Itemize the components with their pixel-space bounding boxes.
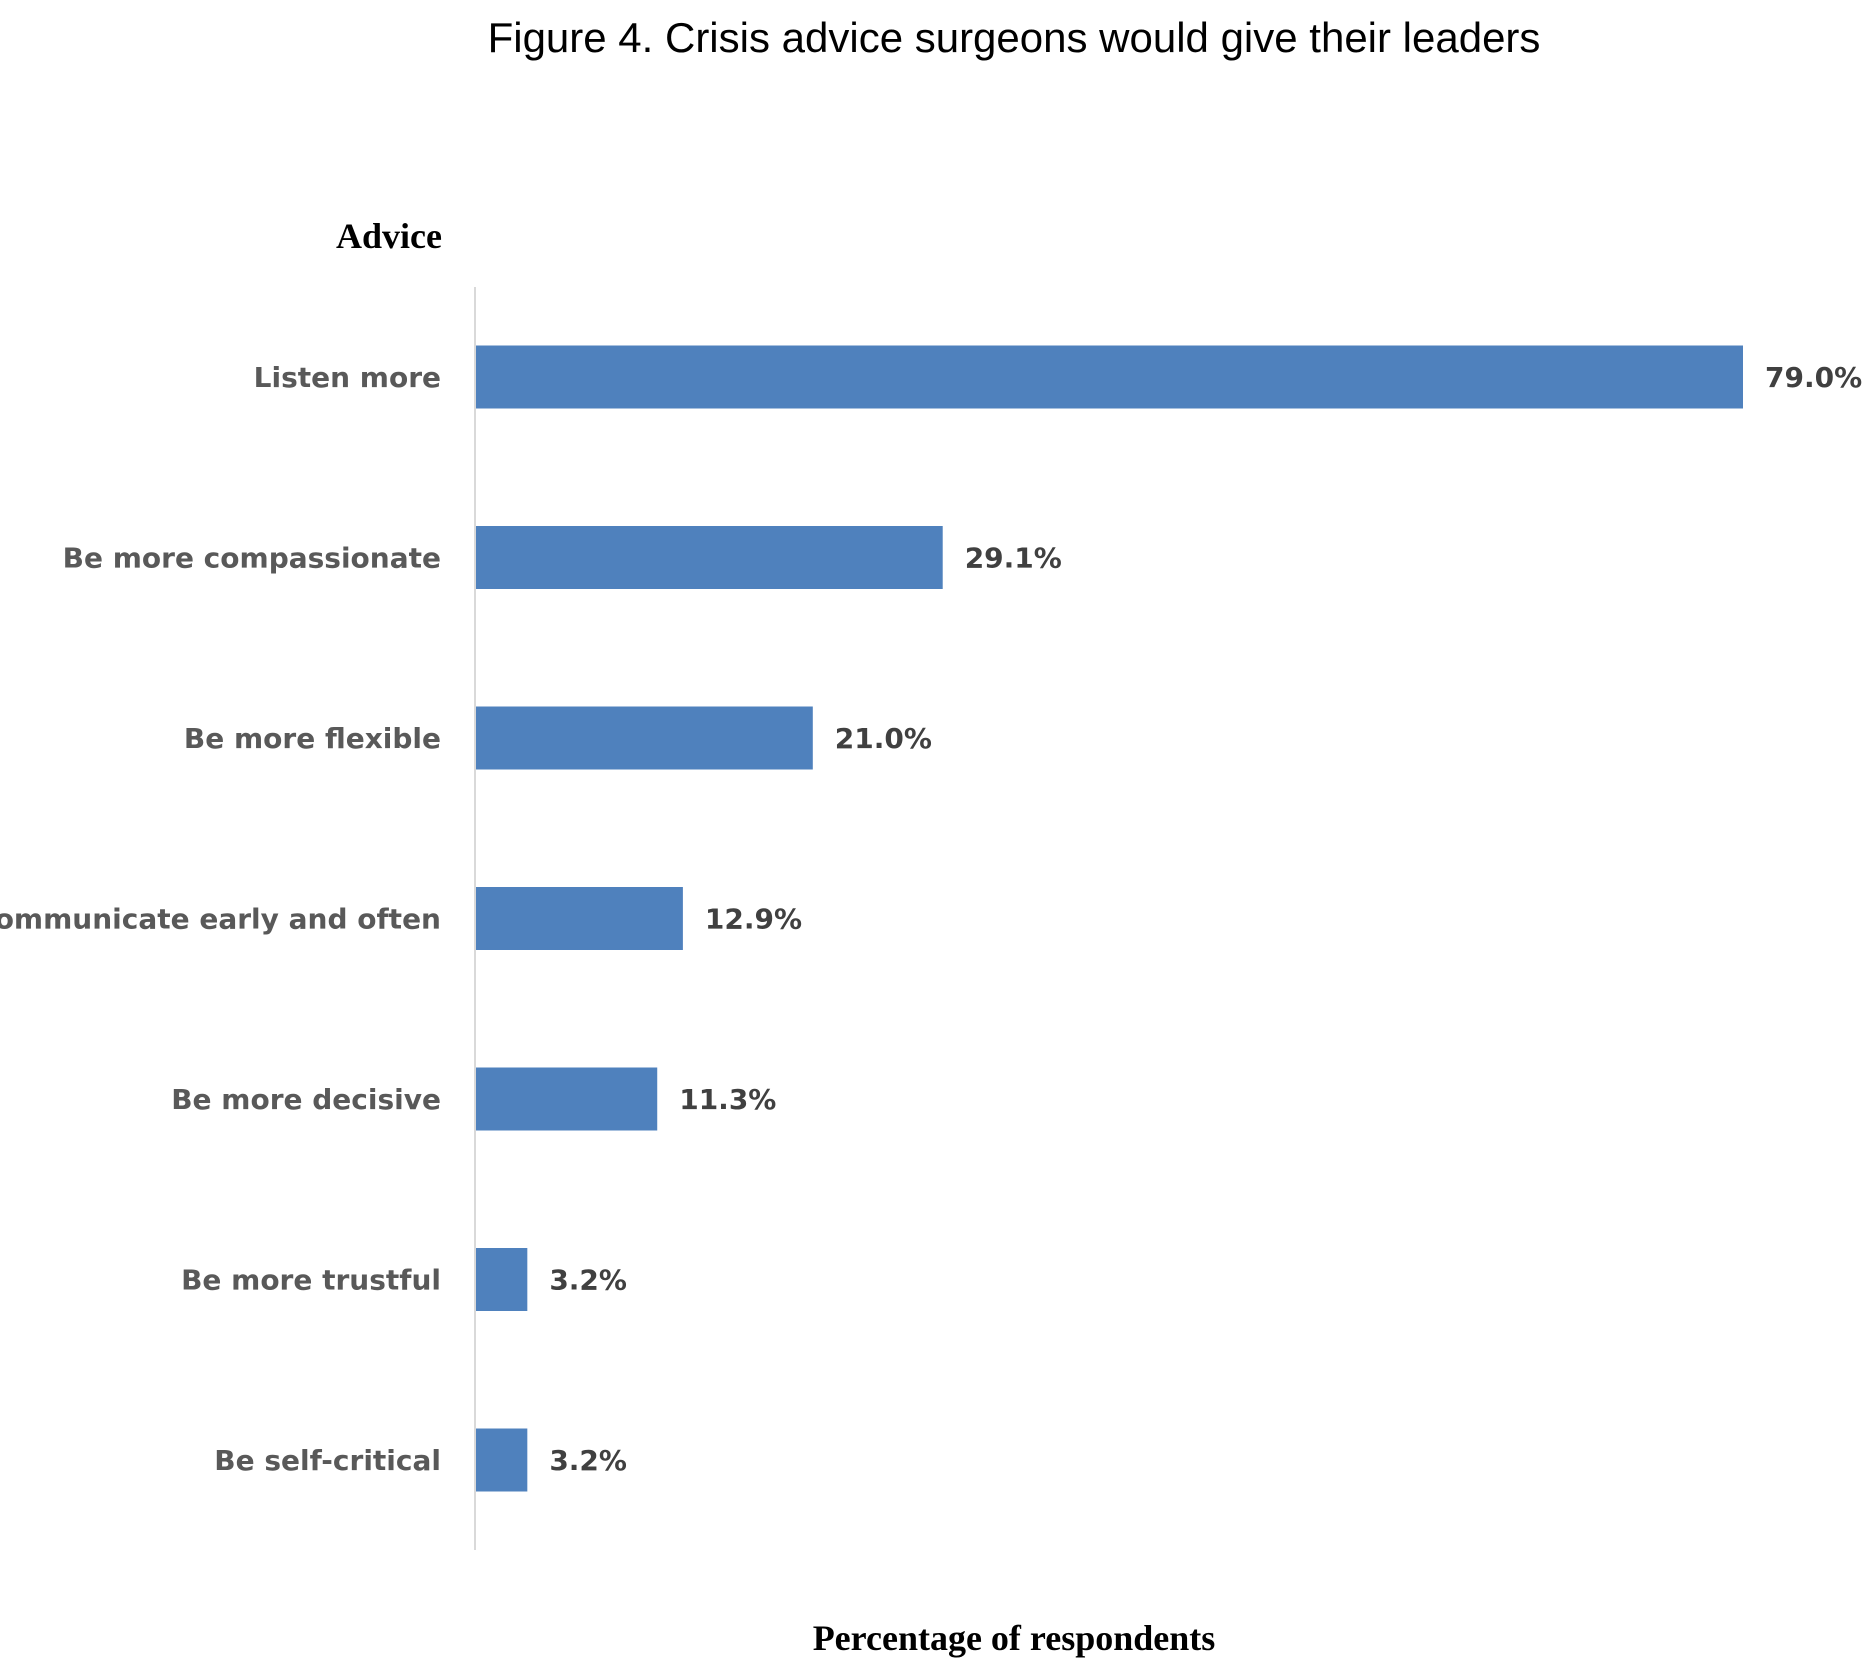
category-label-5: Be more trustful	[181, 1264, 441, 1297]
data-label-3: 12.9%	[705, 903, 802, 936]
data-label-0: 79.0%	[1765, 361, 1862, 394]
bar-2	[476, 706, 813, 770]
category-label-3: Communicate early and often	[0, 903, 441, 936]
category-label-4: Be more decisive	[171, 1083, 441, 1116]
bar-4	[476, 1067, 658, 1131]
bars-group: Listen more 79.0% Be more compassionate 29.…	[0, 345, 1862, 1492]
data-label-5: 3.2%	[549, 1264, 627, 1297]
data-label-4: 11.3%	[679, 1083, 776, 1116]
bar-6	[476, 1428, 528, 1492]
bar-0	[476, 345, 1743, 409]
bar-5	[476, 1248, 528, 1311]
bar-3	[476, 887, 683, 950]
data-label-6: 3.2%	[549, 1444, 627, 1477]
x-axis-title: Percentage of respondents	[813, 1618, 1216, 1658]
chart-title: Figure 4. Crisis advice surgeons would g…	[488, 14, 1541, 61]
category-label-6: Be self-critical	[214, 1444, 441, 1477]
y-axis-title: Advice	[336, 216, 442, 256]
data-label-1: 29.1%	[965, 542, 1062, 575]
category-label-2: Be more flexible	[184, 722, 441, 755]
data-label-2: 21.0%	[835, 722, 932, 755]
category-label-1: Be more compassionate	[63, 542, 441, 575]
category-label-0: Listen more	[254, 361, 441, 394]
bar-1	[476, 526, 943, 589]
